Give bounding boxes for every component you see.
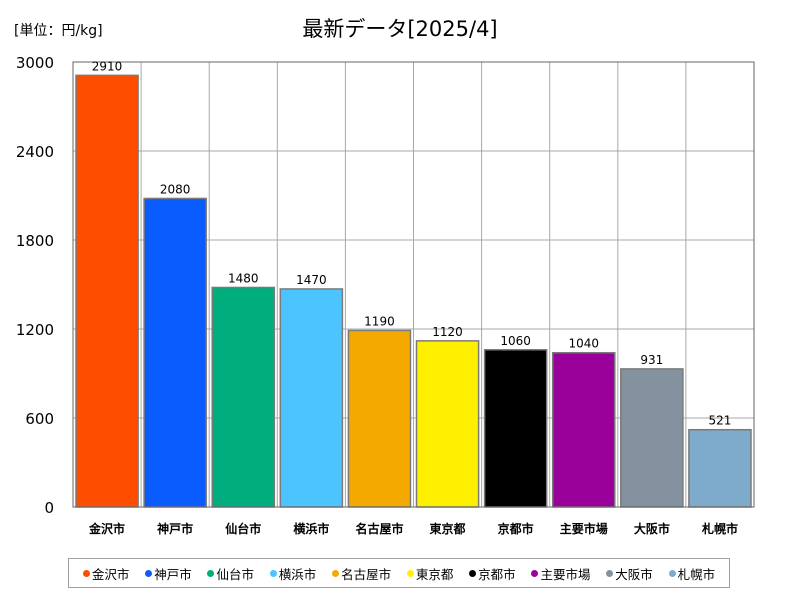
legend-item: 横浜市 — [269, 564, 317, 583]
legend-marker — [606, 569, 614, 577]
data-label: 2080 — [160, 182, 191, 196]
bar — [75, 74, 139, 508]
y-tick-label: 1200 — [16, 321, 54, 339]
data-label: 1480 — [228, 271, 259, 285]
data-label: 1190 — [364, 314, 395, 328]
data-label: 1470 — [296, 273, 327, 287]
x-tick-label: 札幌市 — [701, 521, 738, 536]
plot-area-border — [72, 61, 755, 508]
y-tick-label: 2400 — [16, 143, 54, 161]
data-label: 1060 — [500, 334, 531, 348]
bar — [279, 288, 344, 508]
data-label: 1040 — [568, 337, 599, 351]
legend-item: 主要市場 — [531, 564, 590, 583]
legend-item: 大阪市 — [606, 564, 653, 583]
legend-item: 金沢市 — [82, 564, 130, 583]
legend-marker — [531, 569, 539, 577]
data-label: 521 — [708, 414, 731, 428]
legend-marker — [668, 569, 676, 577]
data-label: 2910 — [92, 59, 123, 73]
bar — [688, 428, 752, 508]
legend-label: 名古屋市 — [341, 566, 392, 582]
y-tick-label: 600 — [25, 410, 54, 428]
bar — [483, 349, 548, 508]
legend-marker — [332, 569, 340, 577]
bar — [620, 368, 684, 508]
bar — [415, 340, 480, 508]
legend-label: 京都市 — [478, 566, 516, 582]
legend-item: 神戸市 — [145, 564, 192, 583]
bar — [211, 286, 276, 508]
x-tick-label: 名古屋市 — [355, 521, 403, 536]
legend-item: 仙台市 — [207, 564, 254, 583]
legend-label: 仙台市 — [216, 566, 254, 582]
legend-marker — [207, 569, 215, 577]
legend-label: 大阪市 — [615, 566, 653, 582]
legend-marker — [269, 569, 277, 577]
x-tick-label: 仙台市 — [225, 521, 261, 536]
data-label: 1120 — [432, 325, 463, 339]
legend-label: 東京都 — [415, 566, 454, 582]
legend-label: 神戸市 — [154, 566, 192, 582]
x-tick-label: 東京都 — [430, 521, 466, 536]
legend-item: 名古屋市 — [332, 564, 391, 583]
legend-label: 金沢市 — [91, 566, 130, 582]
legend-label: 横浜市 — [278, 566, 317, 582]
data-label: 931 — [640, 353, 663, 367]
legend-marker — [469, 569, 477, 577]
x-tick-label: 主要市場 — [560, 521, 608, 536]
bar — [347, 329, 412, 508]
legend-marker — [145, 569, 153, 577]
x-tick-label: 金沢市 — [88, 521, 125, 536]
bar — [143, 197, 207, 508]
y-tick-label: 3000 — [16, 54, 54, 72]
legend: 金沢市 神戸市 仙台市 横浜市 名古屋市 東京都 京都市 主要市場 大阪市 札幌市 — [68, 558, 730, 588]
x-tick-label: 横浜市 — [293, 521, 329, 536]
y-tick-label: 1800 — [16, 232, 54, 250]
legend-marker — [406, 569, 414, 577]
bar — [551, 351, 616, 508]
chart-title: 最新データ[2025/4] — [302, 17, 498, 41]
legend-label: 札幌市 — [677, 566, 716, 582]
y-tick-label: 0 — [44, 499, 54, 517]
legend-item: 東京都 — [406, 564, 454, 583]
unit-label: [単位：円/kg] — [14, 23, 103, 39]
x-tick-label: 大阪市 — [634, 521, 670, 536]
legend-label: 主要市場 — [540, 566, 591, 582]
legend-marker — [82, 569, 90, 577]
x-tick-label: 京都市 — [498, 521, 534, 536]
legend-item: 京都市 — [469, 564, 516, 583]
x-tick-label: 神戸市 — [157, 521, 193, 536]
legend-item: 札幌市 — [668, 564, 716, 583]
